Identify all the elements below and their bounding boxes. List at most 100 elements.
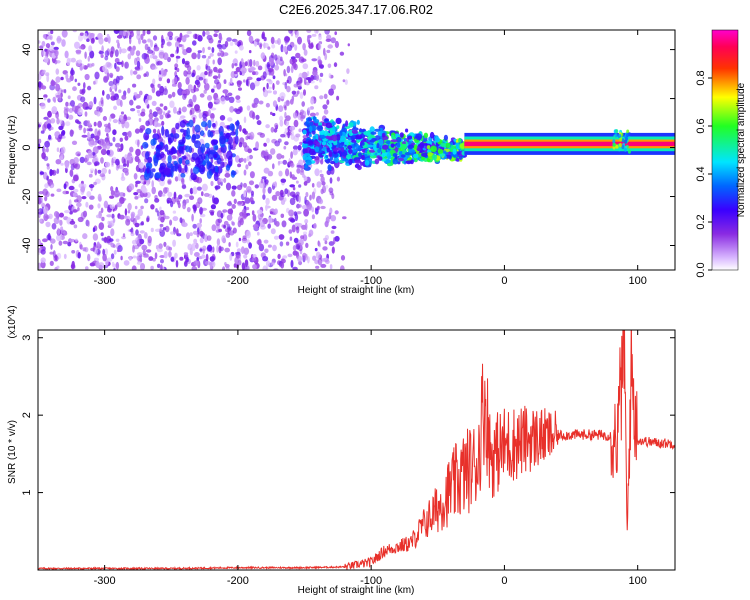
heatmap-cell <box>260 178 264 184</box>
heatmap-cell <box>256 120 262 126</box>
heatmap-cell <box>156 60 163 66</box>
heatmap-cell <box>115 261 120 270</box>
heatmap-cell <box>140 111 146 117</box>
heatmap-cell <box>97 169 102 174</box>
heatmap-cell <box>280 178 287 183</box>
heatmap-cell <box>211 47 215 53</box>
heatmap-cell <box>376 143 380 149</box>
snr-y-label: SNR (10 * v/v) <box>7 420 18 484</box>
heatmap-cell <box>183 252 189 256</box>
heatmap-cell <box>180 173 186 178</box>
heatmap-cell <box>323 109 329 115</box>
heatmap-cell <box>249 66 255 72</box>
heatmap-cell <box>220 161 225 168</box>
heatmap-cell <box>257 238 262 246</box>
heatmap-cell <box>330 215 337 222</box>
heatmap-cell <box>413 153 419 159</box>
heatmap-cell <box>236 184 243 191</box>
heatmap-cell <box>437 148 444 154</box>
heatmap-cell <box>246 105 251 111</box>
heatmap-cell <box>119 99 123 108</box>
heatmap-cell <box>324 118 329 122</box>
heatmap-cell <box>326 49 331 54</box>
heatmap-cell <box>212 195 215 204</box>
heatmap-cell <box>291 176 298 180</box>
heatmap-cell <box>223 79 227 84</box>
heatmap-cell <box>432 154 437 161</box>
heatmap-cell <box>188 119 194 128</box>
colorbar-tick-label: 0.6 <box>695 118 707 133</box>
heatmap-cell <box>273 128 278 133</box>
heatmap-cell <box>296 180 299 184</box>
heatmap-cell <box>155 245 159 250</box>
heatmap-cell <box>87 220 90 227</box>
heatmap-cell <box>74 41 80 49</box>
heatmap-cell <box>108 115 112 122</box>
heatmap-cell <box>270 148 276 155</box>
heatmap-cell <box>146 95 153 101</box>
heatmap-cell <box>186 30 192 35</box>
heatmap-cell <box>102 142 107 150</box>
heatmap-cell <box>347 43 350 47</box>
heatmap-cell <box>325 135 331 140</box>
heatmap-cell <box>42 171 48 180</box>
heatmap-cell <box>265 260 271 268</box>
heatmap-cell <box>59 212 64 218</box>
heatmap-cell <box>127 53 132 60</box>
heatmap-cell <box>136 74 142 80</box>
heatmap-cell <box>293 237 299 244</box>
heatmap-cell <box>124 61 129 69</box>
heatmap-cell <box>366 133 371 137</box>
heatmap-cell <box>199 237 204 244</box>
heatmap-cell <box>315 112 319 116</box>
heatmap-cell <box>407 141 412 145</box>
spectrogram-frame <box>37 29 676 271</box>
heatmap-cell <box>80 186 85 193</box>
heatmap-cell <box>175 55 181 59</box>
heatmap-cell <box>233 263 237 268</box>
heatmap-cell <box>94 71 100 80</box>
heatmap-cell <box>229 77 233 85</box>
heatmap-cell <box>43 206 49 214</box>
heatmap-cell <box>221 235 226 243</box>
heatmap-cell <box>176 67 180 73</box>
heatmap-cell <box>46 74 50 83</box>
heatmap-cell <box>171 165 177 172</box>
x-tick-label: 0 <box>501 575 507 587</box>
heatmap-cell <box>308 133 312 138</box>
heatmap-cell <box>176 46 179 54</box>
heatmap-cell <box>93 257 100 262</box>
heatmap-cell <box>63 253 67 259</box>
heatmap-cell <box>312 255 317 261</box>
snr-panel: -300 -200 -100 0 100 1 2 3 Height of straight … <box>7 305 676 596</box>
heatmap-cell <box>267 223 272 229</box>
heatmap-cell <box>132 83 137 88</box>
heatmap-cell <box>149 54 154 59</box>
heatmap-cell <box>50 184 54 188</box>
heatmap-cell <box>215 120 218 127</box>
heatmap-cell <box>103 236 107 243</box>
heatmap-cell <box>186 256 189 263</box>
heatmap-cell <box>73 224 78 229</box>
heatmap-cell <box>325 259 330 264</box>
heatmap-cell <box>47 110 52 118</box>
heatmap-cell <box>185 77 190 85</box>
heatmap-cell <box>133 192 139 196</box>
heatmap-cell <box>110 91 115 96</box>
heatmap-cell <box>128 183 135 191</box>
heatmap-cell <box>277 96 281 103</box>
heatmap-cell <box>85 106 90 110</box>
heatmap-cell <box>351 127 359 131</box>
heatmap-cell <box>296 211 302 215</box>
heatmap-cell <box>319 169 323 173</box>
heatmap-cell <box>74 163 81 170</box>
heatmap-cell <box>326 99 330 105</box>
heatmap-cell <box>270 36 275 45</box>
heatmap-cell <box>309 125 313 133</box>
heatmap-cell <box>138 38 141 45</box>
heatmap-cell <box>112 129 117 136</box>
heatmap-cell <box>110 186 114 192</box>
heatmap-cell <box>135 148 141 157</box>
heatmap-cell <box>330 37 336 44</box>
heatmap-cell <box>307 140 314 146</box>
